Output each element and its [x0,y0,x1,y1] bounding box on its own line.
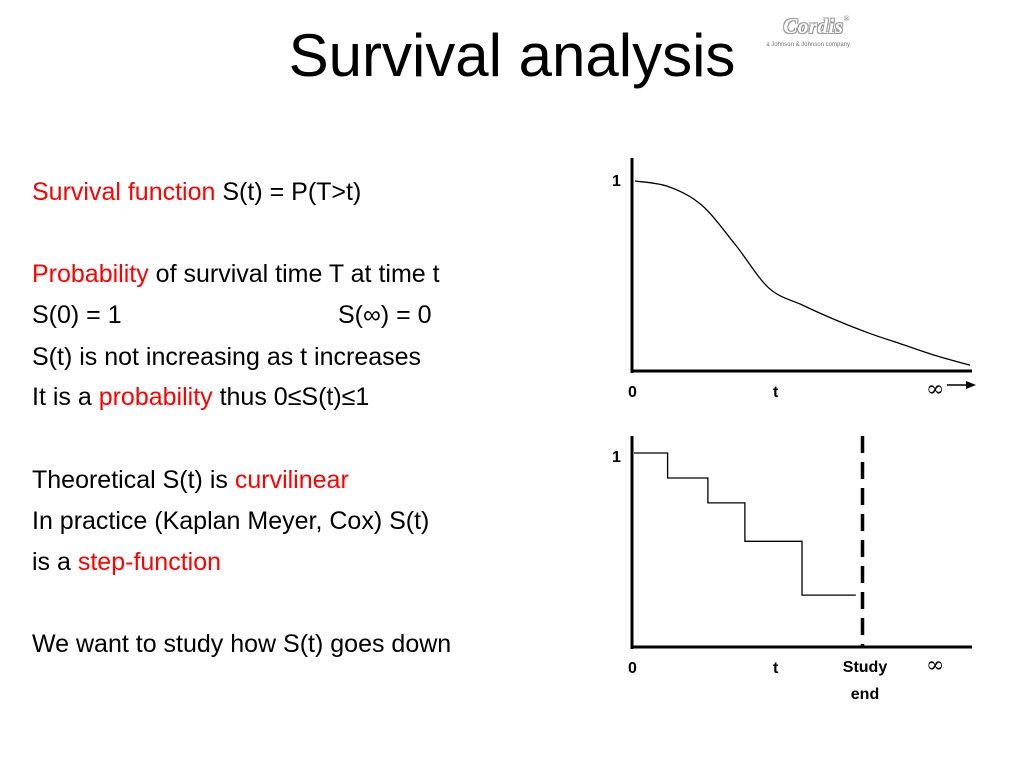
s-zero: S(0) = 1 [32,301,122,329]
chart2-y-tick-1: 1 [612,449,621,466]
non-increasing-line: S(t) is not increasing as t increases [32,343,422,371]
logo-tagline: a Johnson & Johnson company [766,42,850,48]
term-survival-function: Survival function [32,178,216,206]
chart2-x-tick-t: t [773,660,779,677]
chart1-y-tick-1: 1 [612,173,621,190]
chart1-x-tick-t: t [773,384,779,401]
probability-bounds-line: It is a probability thus 0≤S(t)≤1 [32,377,369,417]
chart2-x-tick-0: 0 [628,660,637,677]
theoretical-pre: Theoretical S(t) is [32,466,235,494]
boundary-conditions-line: S(0) = 1 S(∞) = 0 [32,295,592,335]
theoretical-line: Theoretical S(t) is curvilinear [32,460,349,500]
study-end-label-line1: Study [843,659,888,676]
survival-formula: S(t) = P(T>t) [215,178,362,206]
term-step-function: step-function [77,548,221,576]
study-end-label-line2: end [851,686,879,703]
chart1-x-tick-infinity: ∞ [926,377,944,402]
in-practice-line: In practice (Kaplan Meyer, Cox) S(t) [32,507,430,535]
chart1-arrow-head [966,381,976,389]
step-pre: is a [32,548,78,576]
logo-brand: Cordis® [783,14,850,38]
chart-theoretical: 1 0 t ∞ [612,158,976,402]
survival-function-line: Survival function S(t) = P(T>t) [32,172,361,212]
bounds-pre: It is a [32,383,99,411]
term-probability: Probability [32,260,149,288]
slide-title: Survival analysis [288,22,736,89]
chart-step: 1 0 t Study end ∞ [612,436,972,703]
chart2-x-tick-infinity: ∞ [926,653,944,678]
step-function-line: is a step-function [32,542,221,582]
bounds-post: thus 0≤S(t)≤1 [212,383,370,411]
study-goal-line: We want to study how S(t) goes down [32,630,452,658]
s-infinity: S(∞) = 0 [338,301,432,329]
term-curvilinear: curvilinear [234,466,349,494]
chart2-step-function [634,452,856,596]
probability-definition: of survival time T at time t [148,260,440,288]
chart1-x-tick-0: 0 [628,384,637,401]
chart1-survival-curve [634,180,971,366]
probability-line: Probability of survival time T at time t [32,254,440,294]
term-probability-2: probability [98,383,213,411]
cordis-logo: Cordis® a Johnson & Johnson company [750,14,850,56]
